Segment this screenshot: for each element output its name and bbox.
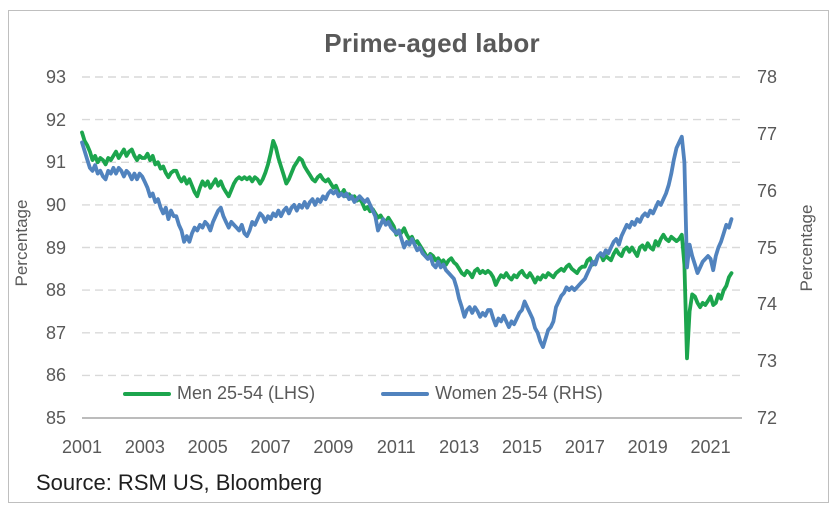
chart-title: Prime-aged labor: [324, 28, 540, 58]
y-axis-tick-right: 78: [757, 67, 778, 87]
y-axis-tick-right: 76: [757, 180, 778, 201]
y-axis-tick-left: 88: [45, 280, 66, 301]
y-axis-tick-left: 89: [45, 237, 66, 258]
x-axis-tick: 2001: [61, 437, 103, 457]
legend-line-swatch: [123, 391, 171, 396]
legend-label: Women 25-54 (RHS): [435, 383, 603, 403]
legend-item: Women 25-54 (RHS): [381, 383, 603, 404]
chart-frame: [8, 10, 829, 503]
legend-label: Men 25-54 (LHS): [177, 383, 316, 403]
x-axis-tick: 2003: [124, 437, 165, 457]
x-axis-tick: 2021: [690, 437, 731, 457]
x-axis-tick: 2007: [250, 437, 291, 457]
y-axis-tick-left: 90: [45, 194, 66, 215]
legend: Men 25-54 (LHS) Women 25-54 (RHS): [123, 383, 603, 404]
y-axis-tick-right: 77: [757, 123, 778, 144]
y-axis-tick-right: 73: [757, 351, 778, 372]
x-axis-tick: 2013: [439, 437, 480, 457]
x-axis-tick: 2009: [313, 437, 354, 457]
legend-item: Men 25-54 (LHS): [123, 383, 315, 404]
y-axis-tick-left: 86: [45, 365, 66, 386]
y-axis-tick-left: 91: [45, 152, 66, 173]
legend-line-swatch: [381, 391, 430, 396]
source-note: Source: RSM US, Bloomberg: [36, 470, 323, 495]
x-axis-tick: 2011: [376, 437, 416, 457]
y-axis-tick-left: 93: [45, 67, 66, 87]
series-line: [80, 130, 734, 361]
y-axis-tick-left: 92: [45, 109, 66, 130]
x-axis-tick: 2015: [501, 437, 543, 457]
y-axis-tick-right: 75: [757, 237, 778, 258]
y-axis-tick-left: 85: [45, 408, 66, 428]
y-axis-tick-right: 74: [757, 294, 778, 315]
x-axis-tick: 2005: [187, 437, 228, 457]
y-axis-tick-left: 87: [45, 322, 66, 343]
y-axis-title-right: Percentage: [797, 204, 816, 292]
x-axis-tick: 2017: [564, 437, 605, 457]
y-axis-tick-right: 72: [757, 408, 778, 428]
x-axis-tick: 2019: [627, 437, 668, 457]
series-line: [80, 134, 734, 349]
y-axis-title-left: Percentage: [12, 199, 31, 287]
